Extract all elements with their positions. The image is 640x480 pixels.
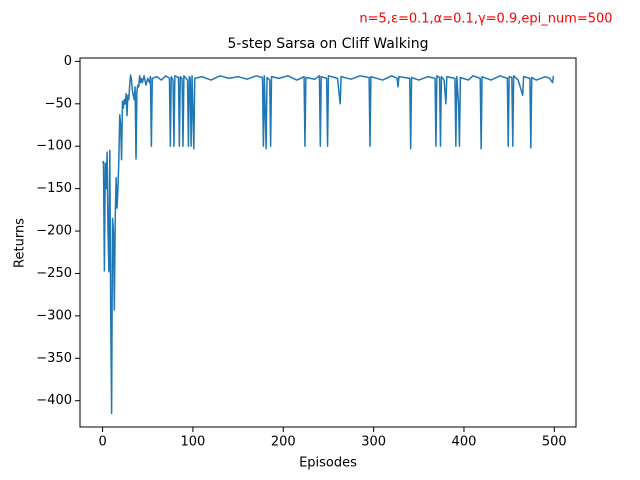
y-tick-label: −300 [36, 308, 72, 323]
y-tick-label: −150 [36, 181, 72, 196]
chart-title: 5-step Sarsa on Cliff Walking [228, 36, 429, 52]
y-tick-label: −400 [36, 393, 72, 408]
x-tick-label: 500 [542, 435, 567, 450]
plot-frame [79, 57, 577, 428]
y-tick-label: −250 [36, 266, 72, 281]
x-tick-label: 0 [98, 435, 106, 450]
y-tick-label: −200 [36, 224, 72, 239]
y-tick-label: −50 [45, 96, 72, 111]
x-tick-label: 400 [452, 435, 477, 450]
x-tick-label: 200 [271, 435, 296, 450]
x-tick-label: 300 [361, 435, 386, 450]
data-line [101, 74, 555, 415]
y-axis-label: Returns [13, 218, 28, 268]
x-tick-label: 100 [181, 435, 206, 450]
y-tick-label: −100 [36, 139, 72, 154]
annotation: n=5,ε=0.1,α=0.1,γ=0.9,epi_num=500 [359, 12, 612, 27]
y-tick-label: 0 [64, 54, 72, 69]
x-axis-label: Episodes [299, 456, 357, 471]
y-tick-label: −350 [36, 351, 72, 366]
